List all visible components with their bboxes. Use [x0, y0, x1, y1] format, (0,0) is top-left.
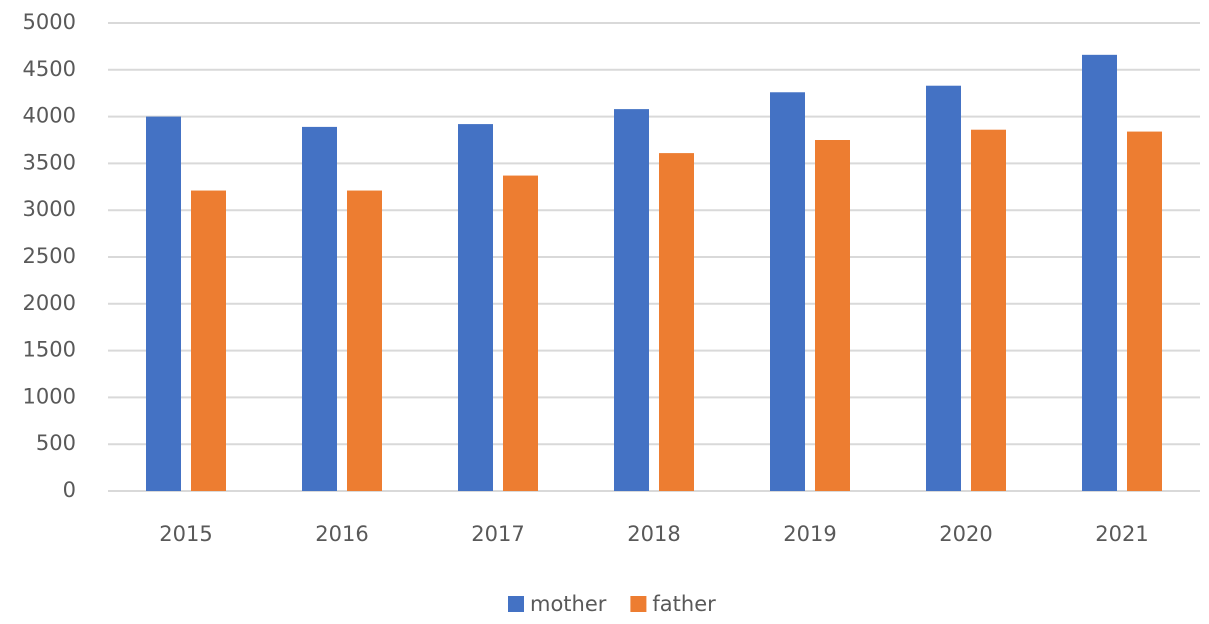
legend-swatch — [630, 596, 647, 612]
y-tick-label: 3000 — [23, 197, 76, 221]
y-tick-label: 3500 — [23, 150, 76, 174]
y-tick-label: 4500 — [23, 57, 76, 81]
x-tick-label: 2018 — [627, 522, 680, 546]
bar — [191, 190, 226, 491]
bar — [815, 140, 850, 491]
bar — [971, 129, 1006, 492]
bar — [614, 109, 649, 491]
bar — [770, 92, 805, 491]
y-tick-label: 1000 — [23, 384, 76, 408]
bar — [146, 116, 181, 491]
bar — [458, 124, 493, 491]
bar — [347, 190, 382, 491]
bar — [1127, 131, 1162, 492]
bar — [926, 85, 961, 491]
x-tick-label: 2019 — [783, 522, 836, 546]
y-tick-label: 4000 — [23, 104, 76, 128]
y-tick-label: 5000 — [23, 10, 76, 34]
x-tick-label: 2020 — [939, 522, 992, 546]
y-tick-label: 0 — [63, 478, 76, 502]
legend-label: father — [652, 592, 716, 616]
bar — [503, 175, 538, 491]
y-tick-label: 2500 — [23, 244, 76, 268]
y-tick-label: 1500 — [23, 338, 76, 362]
x-tick-label: 2017 — [471, 522, 524, 546]
bar — [1082, 54, 1117, 491]
y-tick-label: 2000 — [23, 291, 76, 315]
bar — [302, 126, 337, 492]
x-tick-label: 2016 — [315, 522, 368, 546]
x-tick-label: 2015 — [159, 522, 212, 546]
legend-label: mother — [530, 592, 607, 616]
y-tick-label: 500 — [36, 431, 76, 455]
bar — [659, 153, 694, 491]
x-tick-label: 2021 — [1095, 522, 1148, 546]
legend-swatch — [508, 596, 524, 612]
